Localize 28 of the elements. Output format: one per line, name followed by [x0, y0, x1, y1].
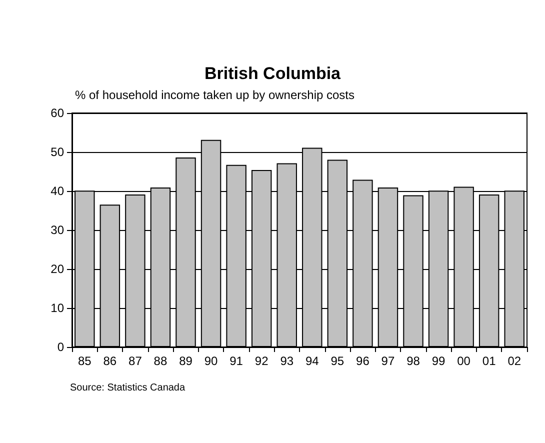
- x-tick-label: 00: [457, 354, 471, 368]
- y-tick-label: 50: [50, 145, 64, 159]
- x-tick-label: 01: [482, 354, 496, 368]
- source-note: Source: Statistics Canada: [70, 382, 186, 394]
- x-tick-label: 88: [154, 354, 168, 368]
- y-tick-label: 20: [50, 262, 64, 276]
- x-tick-label: 02: [508, 354, 522, 368]
- x-tick-label: 87: [128, 354, 142, 368]
- x-tick-label: 85: [78, 354, 92, 368]
- x-tick-label: 89: [179, 354, 193, 368]
- x-tick-label: 98: [406, 354, 420, 368]
- x-tick-label: 94: [305, 354, 320, 368]
- x-tick-label: 93: [280, 354, 294, 368]
- y-tick-label: 60: [50, 106, 64, 120]
- x-tick-label: 90: [204, 354, 218, 368]
- x-tick-label: 92: [254, 354, 269, 368]
- x-tick-label: 86: [103, 354, 117, 368]
- y-tick-label: 10: [50, 301, 64, 315]
- x-tick-label: 91: [230, 354, 244, 368]
- chart-title: British Columbia: [204, 64, 342, 83]
- y-tick-label: 0: [57, 340, 64, 354]
- chart-subtitle: % of household income taken up by ownership costs: [75, 88, 354, 102]
- y-tick-label: 40: [50, 184, 64, 198]
- x-tick-label: 99: [432, 354, 446, 368]
- x-tick-label: 97: [381, 354, 395, 368]
- x-tick-label: 95: [330, 354, 344, 368]
- x-tick-label: 96: [356, 354, 370, 368]
- y-tick-label: 30: [50, 223, 64, 237]
